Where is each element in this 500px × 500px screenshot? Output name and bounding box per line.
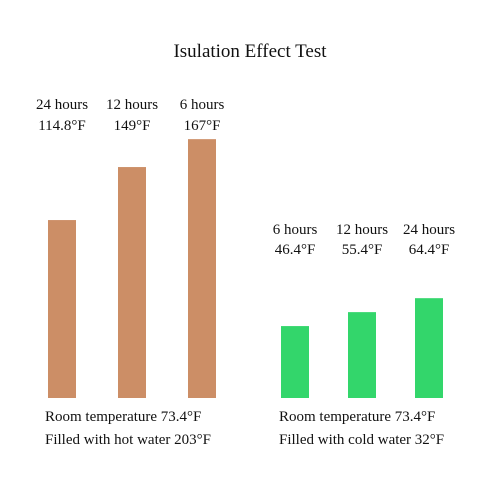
category-label: 6 hours — [180, 97, 225, 113]
value-label: 114.8°F — [38, 118, 86, 134]
category-label: 24 hours — [36, 97, 88, 113]
condition-note: Filled with cold water 32°F — [279, 432, 444, 448]
condition-note: Room temperature 73.4°F — [279, 409, 435, 425]
bar-group-1: 24 hours 114.8°F 12 hours 149°F 6 hours 167°F… — [36, 97, 224, 448]
bar-group-2: 6 hours 46.4°F 12 hours 55.4°F 24 hours 64.4°… — [273, 222, 455, 448]
condition-note: Room temperature 73.4°F — [45, 409, 201, 425]
chart-title: Isulation Effect Test — [173, 41, 327, 62]
bar — [48, 220, 76, 398]
value-label: 167°F — [184, 118, 221, 134]
value-label: 149°F — [114, 118, 151, 134]
category-label: 12 hours — [106, 97, 158, 113]
bar — [118, 167, 146, 398]
category-label: 12 hours — [336, 222, 388, 238]
bar — [348, 312, 376, 398]
value-label: 46.4°F — [275, 242, 316, 258]
plots: 24 hours 114.8°F 12 hours 149°F 6 hours 167°F… — [36, 97, 455, 448]
condition-note: Filled with hot water 203°F — [45, 432, 211, 448]
value-label: 64.4°F — [409, 242, 450, 258]
category-label: 6 hours — [273, 222, 318, 238]
bar — [188, 139, 216, 398]
value-label: 55.4°F — [342, 242, 383, 258]
category-label: 24 hours — [403, 222, 455, 238]
bar — [281, 326, 309, 398]
bar — [415, 298, 443, 398]
